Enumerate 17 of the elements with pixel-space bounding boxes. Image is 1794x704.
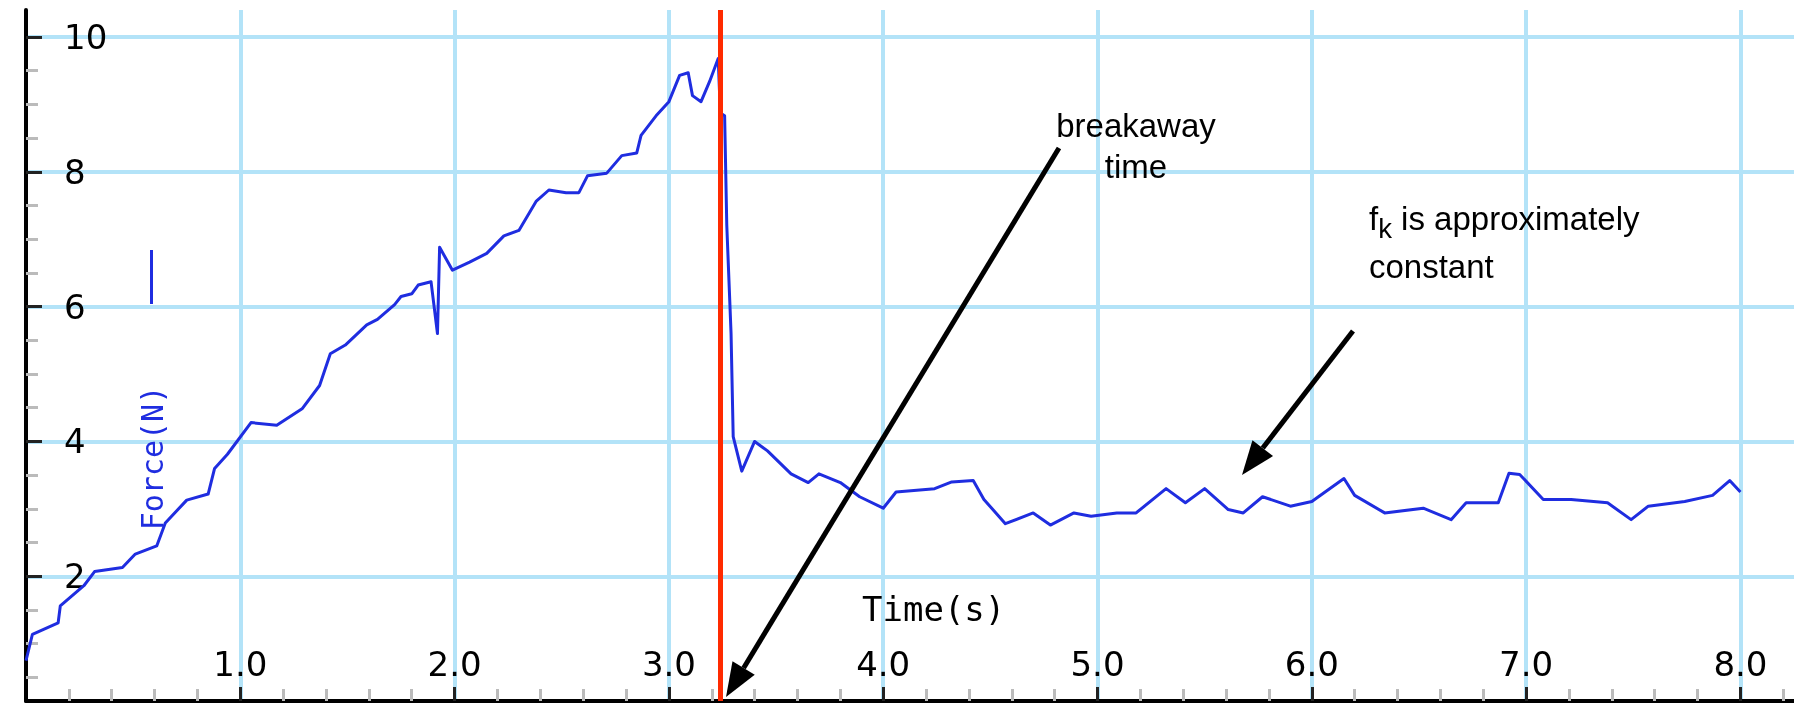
x-tick-label: 8.0 — [1713, 644, 1768, 684]
x-tick-label: 1.0 — [213, 644, 268, 684]
annotation: breakaway time — [1056, 106, 1216, 188]
x-tick-label: 2.0 — [427, 644, 482, 684]
y-tick-label: 8 — [64, 151, 86, 192]
y-tick-label: 4 — [64, 421, 86, 462]
y-tick-label: 10 — [64, 16, 108, 57]
y-tick-label: 2 — [64, 556, 86, 597]
y-axis-title: Force(N) — [134, 385, 170, 531]
x-tick-label: 3.0 — [641, 644, 696, 684]
x-tick-label: 4.0 — [856, 644, 911, 684]
x-axis-title: Time(s) — [862, 589, 1006, 629]
x-tick-label: 7.0 — [1499, 644, 1554, 684]
x-tick-label: 5.0 — [1070, 644, 1125, 684]
annotation: f$_{k}$ is approximately constant — [1369, 199, 1640, 287]
x-tick-label: 6.0 — [1284, 644, 1339, 684]
y-tick-label: 6 — [64, 286, 86, 327]
